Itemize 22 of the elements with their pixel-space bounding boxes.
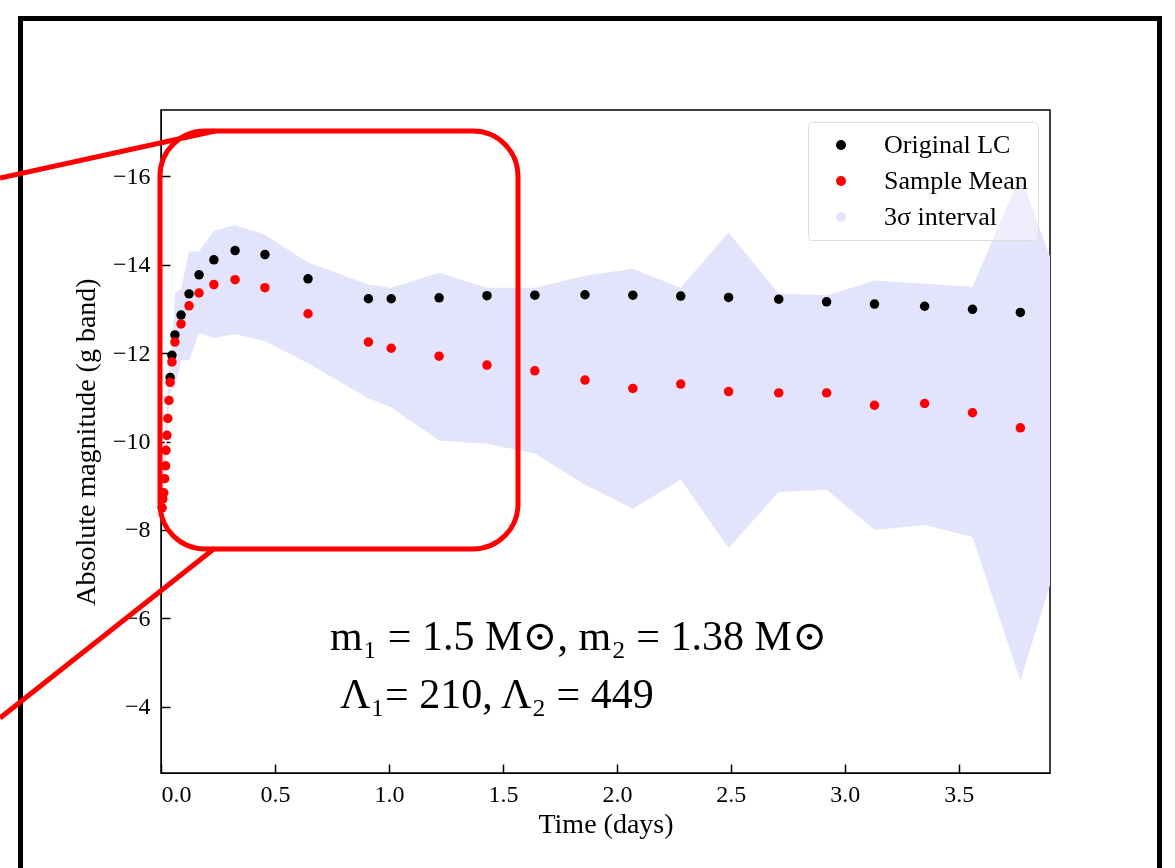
x-tick-label: 1.0 — [374, 780, 405, 807]
x-tick-label: 2.0 — [602, 780, 633, 807]
x-axis-title: Time (days) — [538, 807, 674, 839]
x-tick-label: 2.5 — [716, 780, 747, 807]
x-tick-label: 3.5 — [944, 780, 975, 807]
y-tick-label: −4 — [124, 693, 151, 720]
y-tick-label: −14 — [112, 251, 151, 278]
legend-label: Original LC — [884, 130, 1011, 159]
x-tick-label: 0.0 — [161, 780, 192, 807]
y-tick-label: −6 — [124, 604, 151, 631]
annotation: m₁ = 1.5 M⊙, m₂ = 1.38 M⊙ — [330, 613, 828, 659]
x-tick-label: 3.0 — [830, 780, 861, 807]
y-tick-label: −8 — [124, 516, 151, 543]
y-axis-title: Absolute magnitude (g band) — [69, 278, 101, 606]
y-tick-label: −12 — [112, 339, 151, 366]
x-tick-label: 0.5 — [260, 780, 291, 807]
y-tick-label: −16 — [112, 162, 151, 189]
annotation: Λ₁= 210, Λ₂ = 449 — [340, 671, 654, 717]
x-tick-label: 1.5 — [488, 780, 519, 807]
y-tick-label: −10 — [112, 428, 151, 454]
legend-label: Sample Mean — [884, 166, 1028, 195]
legend-label: 3σ interval — [884, 202, 997, 231]
